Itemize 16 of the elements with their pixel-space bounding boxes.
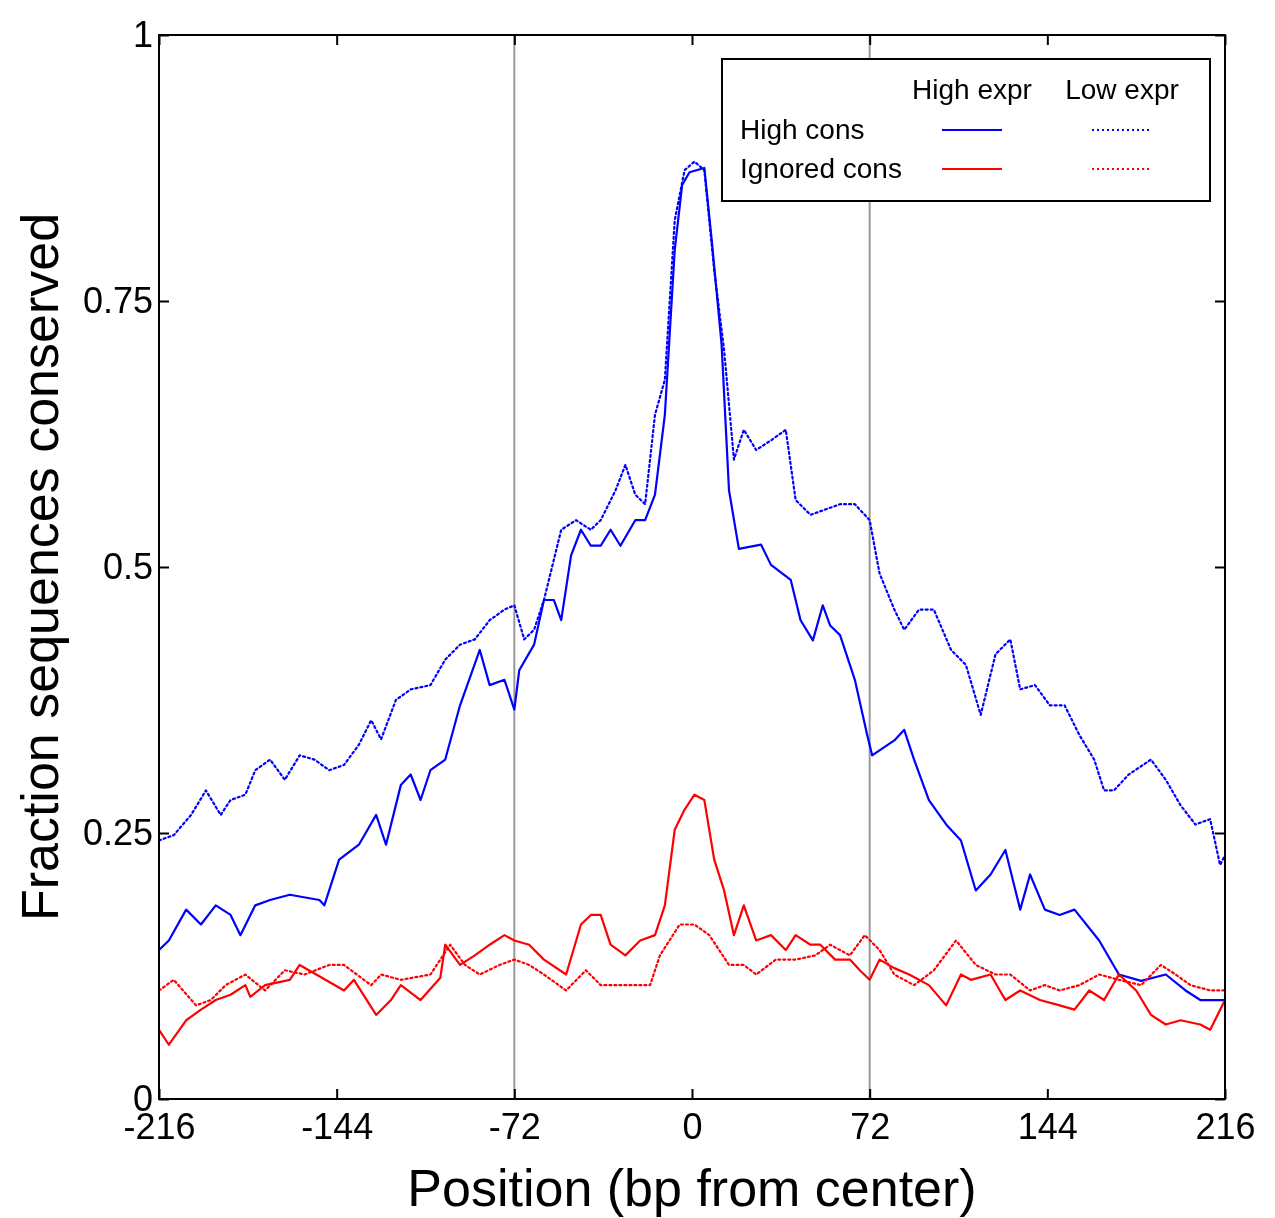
x-tick-label: 0 [682,1105,703,1147]
x-tick-label: 144 [1017,1105,1078,1147]
x-tick-label: 72 [850,1105,891,1147]
y-tick-label: 0.75 [82,280,153,322]
y-tick-label: 0.25 [82,812,153,854]
y-axis-title: Fraction sequences conserved [11,212,69,922]
annotation: High cons [740,114,865,145]
annotation: Ignored cons [740,153,902,184]
y-tick-label: 0.5 [102,546,153,588]
x-tick-label: -72 [488,1105,541,1147]
annotation: Low expr [1065,74,1179,105]
y-tick-label: 1 [132,14,153,56]
x-tick-label: 216 [1195,1105,1256,1147]
x-tick-label: -144 [301,1105,374,1147]
annotation: High expr [912,74,1032,105]
x-axis-title: Position (bp from center) [407,1159,977,1217]
